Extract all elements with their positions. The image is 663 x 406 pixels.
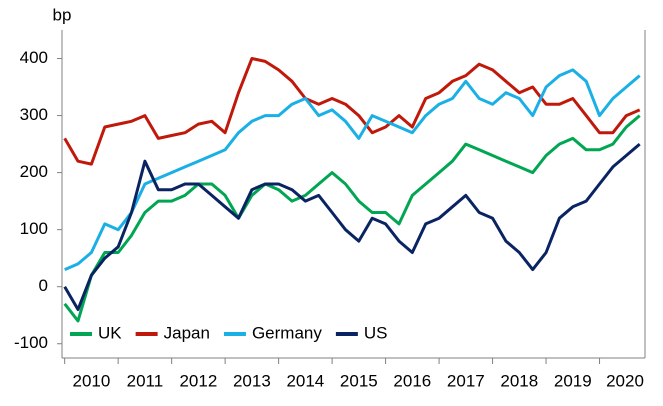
legend-label: Germany [252, 323, 322, 342]
x-tick-label: 2015 [340, 371, 378, 390]
y-tick-label: -100 [14, 333, 48, 352]
x-tick-label: 2016 [393, 371, 431, 390]
legend-label: US [364, 323, 388, 342]
y-tick-label: 100 [20, 219, 48, 238]
x-tick-label: 2010 [73, 371, 111, 390]
x-tick-label: 2020 [606, 371, 644, 390]
y-tick-label: 300 [20, 105, 48, 124]
x-tick-label: 2012 [179, 371, 217, 390]
y-tick-label: 400 [20, 48, 48, 67]
x-tick-label: 2017 [447, 371, 485, 390]
y-tick-label: 0 [39, 276, 48, 295]
legend-label: UK [98, 323, 122, 342]
x-tick-label: 2013 [233, 371, 271, 390]
series-line [63, 57, 641, 166]
y-tick-label: 200 [20, 162, 48, 181]
series-line [63, 114, 641, 323]
x-tick-label: 2019 [554, 371, 592, 390]
x-tick-label: 2011 [127, 371, 164, 390]
y-axis-label: bp [53, 5, 72, 24]
legend-label: Japan [164, 323, 210, 342]
x-tick-label: 2018 [500, 371, 538, 390]
x-tick-label: 2014 [286, 371, 324, 390]
series-line [64, 68, 641, 271]
series-line [63, 142, 641, 311]
